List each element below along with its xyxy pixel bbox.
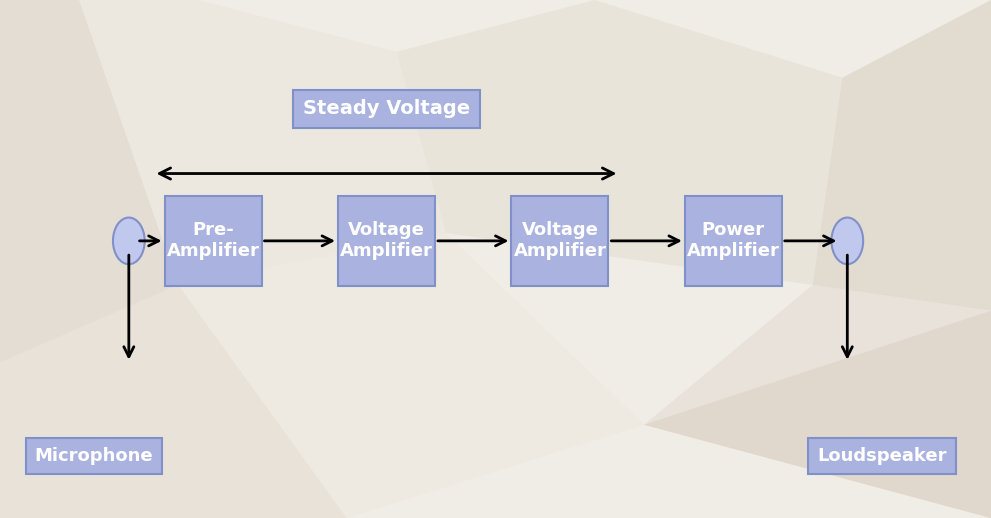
Ellipse shape (831, 218, 863, 264)
Text: Voltage
Amplifier: Voltage Amplifier (340, 222, 433, 260)
Ellipse shape (113, 218, 145, 264)
FancyBboxPatch shape (165, 195, 262, 286)
Polygon shape (0, 0, 178, 363)
FancyBboxPatch shape (685, 195, 782, 286)
Polygon shape (813, 0, 991, 311)
Polygon shape (178, 233, 644, 518)
Text: Voltage
Amplifier: Voltage Amplifier (513, 222, 606, 260)
Polygon shape (0, 285, 347, 518)
Polygon shape (396, 0, 842, 285)
Text: Loudspeaker: Loudspeaker (818, 447, 946, 465)
Polygon shape (79, 0, 446, 285)
FancyBboxPatch shape (338, 195, 435, 286)
FancyBboxPatch shape (511, 195, 608, 286)
Text: Microphone: Microphone (35, 447, 154, 465)
Text: Power
Amplifier: Power Amplifier (687, 222, 780, 260)
Polygon shape (644, 285, 991, 518)
Text: Steady Voltage: Steady Voltage (303, 99, 470, 118)
Text: Pre-
Amplifier: Pre- Amplifier (166, 222, 260, 260)
Polygon shape (644, 311, 991, 518)
